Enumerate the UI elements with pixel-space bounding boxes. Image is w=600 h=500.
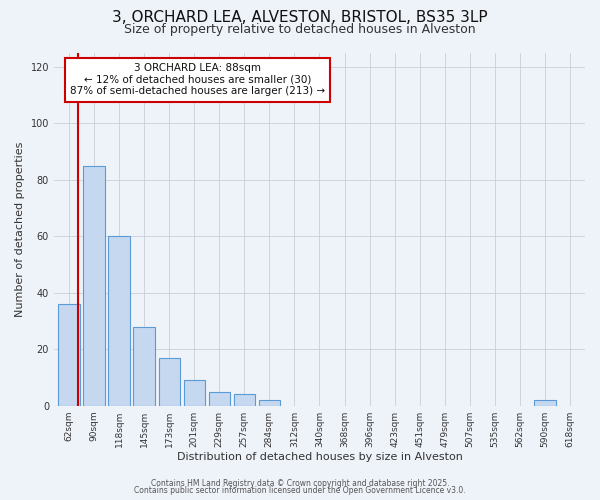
Y-axis label: Number of detached properties: Number of detached properties (15, 142, 25, 317)
Text: 3, ORCHARD LEA, ALVESTON, BRISTOL, BS35 3LP: 3, ORCHARD LEA, ALVESTON, BRISTOL, BS35 … (112, 10, 488, 25)
Text: 3 ORCHARD LEA: 88sqm
← 12% of detached houses are smaller (30)
87% of semi-detac: 3 ORCHARD LEA: 88sqm ← 12% of detached h… (70, 63, 325, 96)
X-axis label: Distribution of detached houses by size in Alveston: Distribution of detached houses by size … (176, 452, 463, 462)
Bar (209, 392, 230, 406)
Bar (534, 400, 556, 406)
Bar (233, 394, 255, 406)
Bar (259, 400, 280, 406)
Text: Contains HM Land Registry data © Crown copyright and database right 2025.: Contains HM Land Registry data © Crown c… (151, 478, 449, 488)
Text: Contains public sector information licensed under the Open Government Licence v3: Contains public sector information licen… (134, 486, 466, 495)
Text: Size of property relative to detached houses in Alveston: Size of property relative to detached ho… (124, 22, 476, 36)
Bar (184, 380, 205, 406)
Bar (158, 358, 180, 406)
Bar (58, 304, 80, 406)
Bar (133, 326, 155, 406)
Bar (109, 236, 130, 406)
Bar (83, 166, 104, 406)
